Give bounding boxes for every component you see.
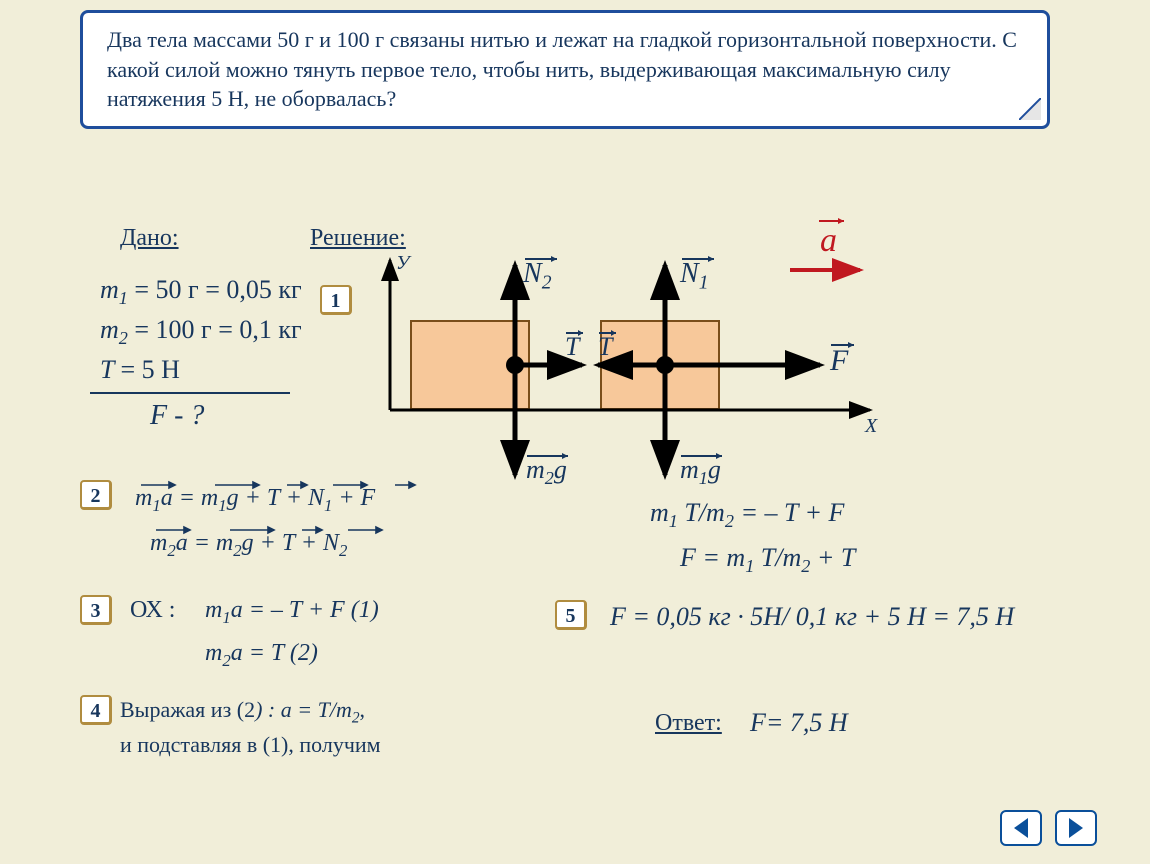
label-N2: N2: [523, 258, 551, 295]
arrow-right-icon: [1057, 812, 1095, 844]
eqR2: F = m1 T/m2 + T: [680, 543, 855, 577]
vec-arrow-icon: [526, 451, 574, 461]
label-m1g: m1g: [680, 455, 721, 489]
eqR1: m1 T/m2 = – T + F: [650, 498, 844, 532]
given-heading: Дано:: [120, 225, 179, 252]
nav-next-button[interactable]: [1055, 810, 1097, 846]
diagram-arrows: [370, 250, 890, 510]
step-box-1: 1: [320, 285, 352, 315]
given-m2: m2 = 100 г = 0,1 кг: [100, 315, 302, 349]
label-T-right: T: [565, 332, 579, 362]
label-m2g: m2g: [526, 455, 567, 489]
eq4-line2: и подставляя в (1), получим: [120, 732, 381, 758]
vec-arrow-icon: [680, 254, 720, 264]
vec-arrow-icon: [818, 216, 850, 226]
vec-arrows-eq2a: [133, 479, 453, 491]
label-a: a: [820, 222, 837, 260]
problem-box: Два тела массами 50 г и 100 г связаны ни…: [80, 10, 1050, 129]
vec-arrow-icon: [565, 328, 587, 338]
eq5: F = 0,05 кг · 5Н/ 0,1 кг + 5 Н = 7,5 Н: [610, 602, 1014, 632]
find: F - ?: [150, 400, 204, 432]
force-diagram: У Х: [370, 250, 890, 500]
step-box-2: 2: [80, 480, 112, 510]
label-F: F: [830, 344, 848, 378]
eq4-line1: Выражая из (2) : a = T/m2,: [120, 697, 365, 727]
eq2b: m2a = m2g + T + N2: [150, 530, 347, 561]
solution-heading: Решение:: [310, 225, 406, 252]
vec-arrow-icon: [523, 254, 563, 264]
vec-arrow-icon: [830, 340, 858, 350]
eq3a: m1a = – T + F (1): [205, 597, 379, 628]
step-box-5: 5: [555, 600, 587, 630]
problem-text: Два тела массами 50 г и 100 г связаны ни…: [107, 27, 1017, 111]
given-divider: [90, 392, 290, 394]
given-m1: m1 = 50 г = 0,05 кг: [100, 275, 302, 309]
step-box-4: 4: [80, 695, 112, 725]
answer-value: F= 7,5 Н: [750, 708, 848, 738]
axis-x-label: Х: [865, 415, 877, 438]
eq3b: m2a = T (2): [205, 640, 318, 671]
answer-label: Ответ:: [655, 710, 722, 737]
nav-prev-button[interactable]: [1000, 810, 1042, 846]
corner-fold-icon: [1019, 98, 1041, 120]
eq2a: m1a = m1g + T + N1 + F: [135, 485, 375, 516]
vec-arrow-icon: [680, 451, 728, 461]
given-T: T = 5 Н: [100, 355, 180, 385]
label-N1: N1: [680, 258, 708, 295]
label-T-left: T: [598, 332, 612, 362]
vec-arrows-eq2b: [148, 524, 428, 536]
vec-arrow-icon: [598, 328, 620, 338]
axis-y-label: У: [396, 252, 409, 275]
arrow-left-icon: [1002, 812, 1040, 844]
step-box-3: 3: [80, 595, 112, 625]
ox-label: ОХ :: [130, 597, 175, 624]
